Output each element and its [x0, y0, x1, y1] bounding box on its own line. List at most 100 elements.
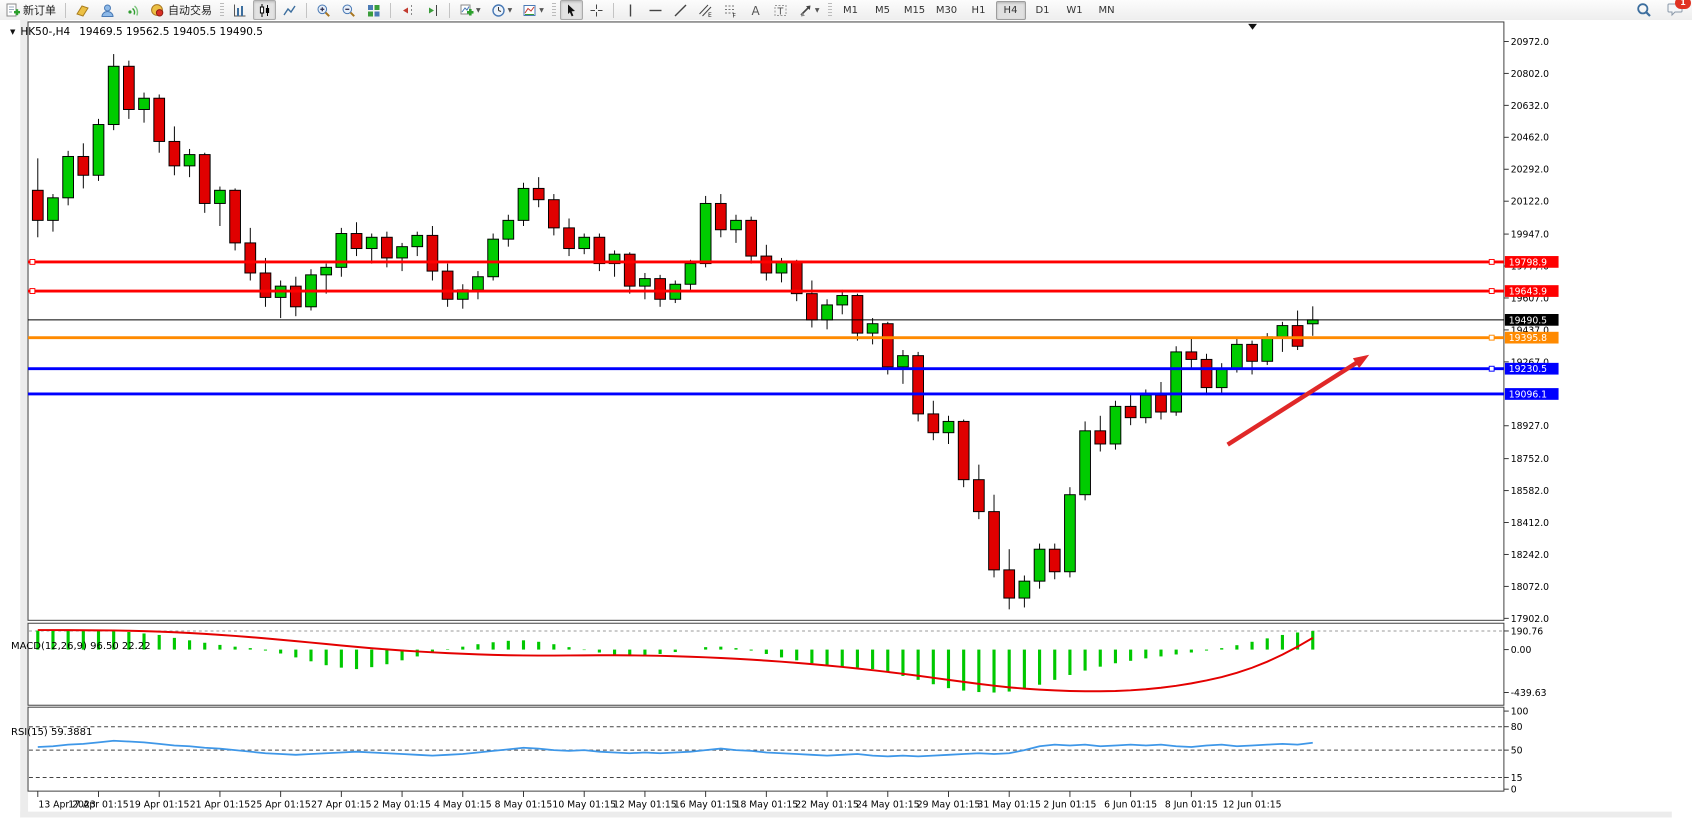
autotrading-button[interactable]: 自动交易	[146, 0, 216, 20]
equidistant-channel-tool-button[interactable]: E	[694, 0, 717, 20]
price-tick-label: 19607.0	[1511, 293, 1549, 304]
candle	[927, 400, 940, 441]
time-tick-label: 10 May 01:15	[552, 800, 616, 811]
chat-button[interactable]: 1	[1667, 0, 1691, 20]
hline-19798.9[interactable]: 19798.9	[28, 256, 1559, 268]
trendline-tool-button[interactable]	[669, 0, 692, 20]
candle	[244, 227, 257, 281]
equidistant-channel-icon: E	[699, 4, 712, 18]
candle	[62, 150, 74, 206]
timeframe-button-M30[interactable]: M30	[935, 4, 958, 16]
zoom-out-button[interactable]	[337, 0, 360, 20]
new-order-label: 新订单	[23, 4, 56, 17]
chart-left-margin	[20, 20, 29, 818]
timeframe-button-M15[interactable]: M15	[903, 4, 926, 16]
candle	[441, 263, 454, 307]
timeframe-button-M1[interactable]: M1	[843, 4, 858, 16]
candle	[851, 293, 864, 341]
chevron-down-icon: ▼	[507, 6, 513, 14]
toolbar-grip	[827, 2, 832, 18]
timeframe-button-M5[interactable]: M5	[875, 4, 890, 16]
text-label-tool-button[interactable]: T	[769, 0, 792, 20]
price-tick-label: 19947.0	[1511, 229, 1549, 240]
hline-19230.5[interactable]: 19230.5	[28, 362, 1559, 375]
tile-windows-icon	[368, 4, 380, 16]
hline-19643.9[interactable]: 19643.9	[28, 285, 1559, 297]
crosshair-tool-button[interactable]	[585, 0, 608, 20]
bar-chart-button[interactable]	[228, 0, 251, 20]
main-toolbar: 新订单 自动交易 ▼ ▼	[0, 0, 1692, 21]
candle	[942, 415, 955, 444]
candle	[335, 227, 348, 277]
tile-windows-button[interactable]	[362, 0, 385, 20]
timeframe-button-H1[interactable]: H1	[971, 4, 986, 16]
timeframe-button-H4[interactable]: H4	[995, 0, 1026, 20]
macd-pane[interactable]	[27, 622, 1505, 706]
line-handle[interactable]	[1488, 258, 1495, 265]
svg-text:E: E	[708, 12, 712, 18]
price-tick-label: 19267.0	[1511, 357, 1549, 368]
line-handle[interactable]	[1488, 365, 1495, 372]
arrows-tool-button[interactable]: ▼	[794, 0, 824, 20]
hline-19490.5[interactable]: 19490.5	[28, 314, 1559, 326]
candle	[1200, 353, 1213, 396]
toolbar-separator	[306, 2, 307, 18]
timeframe-button-W1[interactable]: W1	[1066, 4, 1083, 16]
macd-axis-label: 190.76	[1511, 626, 1544, 637]
candle	[365, 233, 378, 264]
line-handle[interactable]	[29, 288, 36, 294]
chart-autoscroll-icon	[429, 4, 437, 16]
timeframe-button-MN[interactable]: MN	[1098, 4, 1115, 16]
line-chart-button[interactable]	[278, 0, 301, 20]
line-handle[interactable]	[29, 258, 36, 265]
hline-19096.1[interactable]: 19096.1	[28, 388, 1559, 400]
macd-axis-label: -439.63	[1511, 688, 1547, 699]
community-button[interactable]	[96, 0, 119, 20]
chart-window[interactable]: 20972.0 20802.0 20632.0 20462.0 20292.0 20122…	[0, 20, 1692, 837]
chart-menu-triangle-icon[interactable]: ▼	[10, 28, 16, 36]
candlestick-chart-button[interactable]	[253, 0, 276, 20]
candle	[547, 194, 560, 236]
metaeditor-icon	[76, 4, 89, 17]
candle	[153, 94, 166, 153]
horizontal-line-tool-button[interactable]	[644, 0, 667, 20]
chart-ohlc-values: 19469.5 19562.5 19405.5 19490.5	[79, 26, 263, 38]
zoom-in-button[interactable]	[312, 0, 335, 20]
hline-19395.8[interactable]: 19395.8	[28, 331, 1559, 344]
cursor-tool-button[interactable]	[559, 0, 583, 20]
rsi-line	[37, 739, 1313, 758]
add-indicator-button[interactable]: ▼	[455, 0, 485, 20]
periods-button[interactable]: ▼	[487, 0, 517, 20]
templates-button[interactable]: ▼	[518, 0, 548, 20]
periods-clock-icon	[491, 3, 505, 17]
candle	[972, 464, 985, 520]
metaeditor-button[interactable]	[71, 0, 94, 20]
price-tick-label: 18582.0	[1511, 486, 1549, 497]
rsi-pane[interactable]	[27, 706, 1505, 792]
text-tool-button[interactable]: A	[744, 0, 767, 20]
candle	[745, 216, 758, 264]
chart-canvas[interactable]: 20972.0 20802.0 20632.0 20462.0 20292.0 20122…	[0, 20, 1692, 837]
fibonacci-tool-button[interactable]: F	[719, 0, 742, 20]
line-handle[interactable]	[1488, 288, 1495, 294]
price-axis[interactable]: 20972.0 20802.0 20632.0 20462.0 20292.0 20122…	[1503, 37, 1549, 625]
new-order-button[interactable]: 新订单	[1, 0, 60, 20]
object-anchor-triangle-icon[interactable]	[1248, 23, 1257, 30]
chart-autoscroll-button[interactable]	[421, 0, 444, 20]
vertical-line-tool-button[interactable]	[619, 0, 642, 20]
chart-shift-button[interactable]	[396, 0, 419, 20]
chart-title: ▼ HK50-,H4 19469.5 19562.5 19405.5 19490…	[10, 26, 263, 38]
timeframe-button-D1[interactable]: D1	[1035, 4, 1050, 16]
time-tick-label: 31 May 01:15	[977, 800, 1041, 811]
trend-arrow[interactable]	[1226, 354, 1370, 447]
candle	[623, 252, 636, 294]
candle	[259, 257, 272, 307]
line-handle[interactable]	[1488, 334, 1495, 341]
time-tick-label: 8 Jun 01:15	[1165, 800, 1218, 811]
price-label: 19490.5	[1509, 315, 1547, 326]
main-pane[interactable]	[27, 21, 1505, 621]
autotrading-icon	[151, 3, 164, 17]
signals-button[interactable]	[121, 0, 144, 20]
search-button[interactable]	[1632, 0, 1656, 20]
